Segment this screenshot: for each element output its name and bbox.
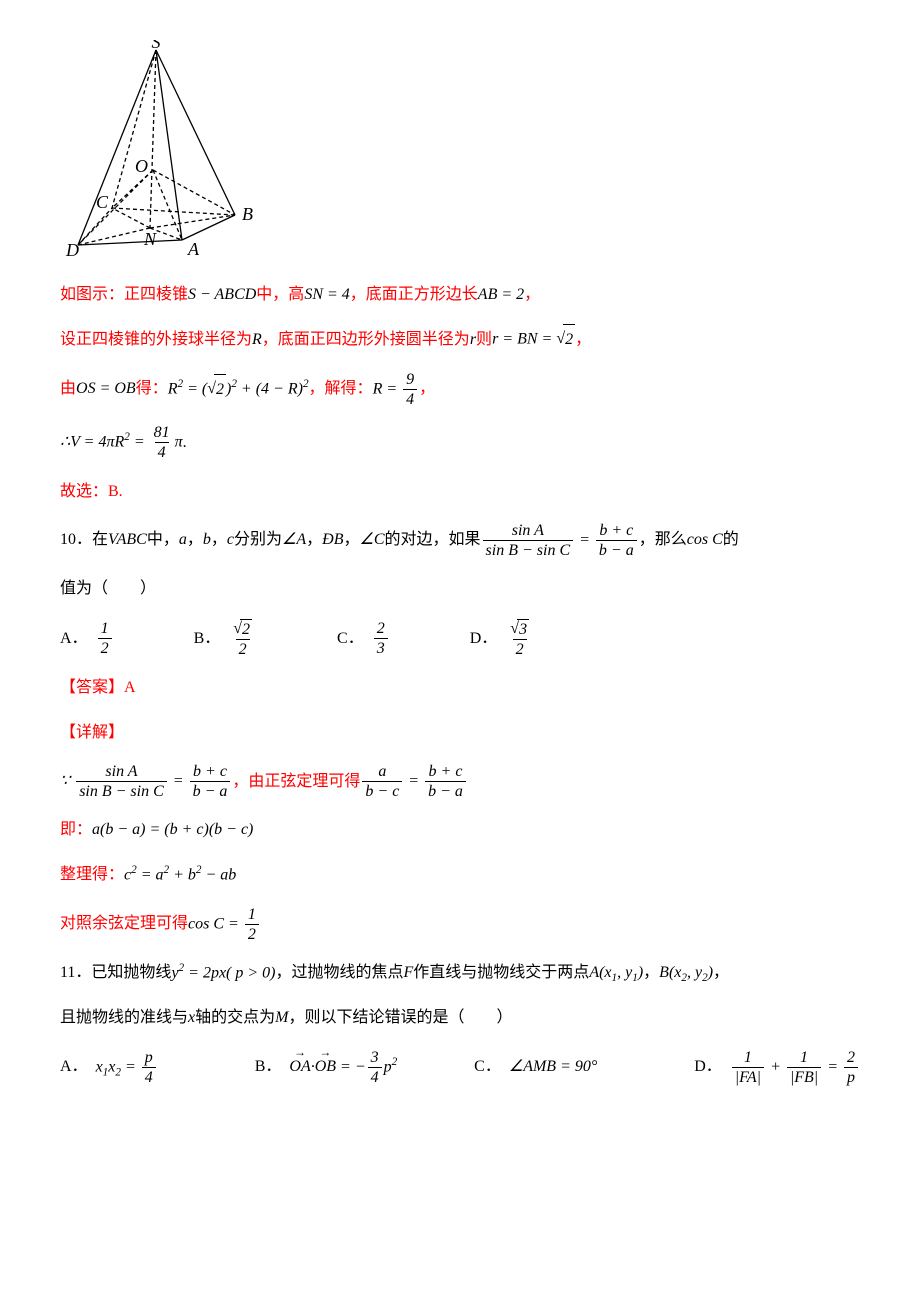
q11-stem-line2: 且抛物线的准线与 x 轴的交点为 M ，则以下结论错误的是（ ）: [60, 1003, 860, 1033]
expr: M: [275, 1003, 288, 1033]
expr: VABC: [108, 525, 147, 555]
label-O: O: [135, 156, 148, 176]
expr: ÐB: [322, 525, 343, 555]
expr: c: [227, 525, 234, 555]
q9-choice: 故选：B.: [60, 477, 860, 507]
q10-option-a: A． 12: [60, 619, 114, 658]
expr: A(x1, y1): [589, 958, 643, 989]
expr: b: [203, 525, 211, 555]
expr: R = 94: [373, 370, 420, 409]
expr: a: [179, 525, 187, 555]
label-S: S: [152, 40, 161, 52]
pyramid-figure: S A B C D N O: [60, 40, 860, 260]
q10-sol-s4: 对照余弦定理可得 cos C = 12: [60, 905, 860, 944]
q9-sol-line2: 设正四棱锥的外接球半径为 R ，底面正四边形外接圆半径为 r 则 r = BN …: [60, 324, 860, 355]
q10-option-c: C． 23: [337, 619, 390, 658]
expr: a(b − a) = (b + c)(b − c): [92, 815, 253, 845]
expr: S − ABCD: [188, 280, 256, 310]
expr: sin Asin B − sin C = b + cb − a: [481, 521, 639, 560]
q10-option-b: B． 22: [194, 619, 257, 660]
label-A: A: [187, 239, 200, 259]
label-D: D: [65, 240, 79, 260]
q10-stem-line1: 10． 在 VABC 中， a ， b ， c 分别为 ∠A ， ÐB ， ∠C…: [60, 521, 860, 560]
q10-detail-label: 【详解】: [60, 718, 860, 748]
q11-option-c: C． ∠AMB = 90°: [474, 1052, 597, 1082]
expr: R: [252, 325, 262, 355]
expr: F: [404, 958, 414, 988]
q10-stem-line2: 值为（ ）: [60, 574, 860, 604]
q10-sol-s1: ∵ sin Asin B − sin C = b + cb − a ，由正弦定理…: [60, 762, 860, 801]
q9-sol-line3: 由 OS = OB 得： R2 = (2)2 + (4 − R)2 ，解得： R…: [60, 370, 860, 409]
q11-option-d: D． 1|FA| + 1|FB| = 2p: [694, 1048, 860, 1087]
q11-option-b: B． OA·OB = −34p2: [255, 1048, 398, 1087]
expr: cos C = 12: [188, 905, 261, 944]
expr: c2 = a2 + b2 − ab: [124, 860, 236, 891]
expr: ∴V = 4πR2 = 814π: [60, 423, 183, 462]
expr: AB = 2: [478, 280, 524, 310]
q10-sol-s2: 即： a(b − a) = (b + c)(b − c): [60, 815, 860, 845]
expr: ∠C: [360, 525, 385, 555]
q11-options: A． x1x2 = p4 B． OA·OB = −34p2 C． ∠AMB = …: [60, 1048, 860, 1087]
expr: SN = 4: [304, 280, 349, 310]
expr: x: [188, 1003, 195, 1033]
q10-options: A． 12 B． 22 C． 23 D． 32: [60, 619, 860, 660]
q10-sol-s3: 整理得： c2 = a2 + b2 − ab: [60, 860, 860, 891]
q9-sol-line4: ∴V = 4πR2 = 814π .: [60, 423, 860, 462]
expr: R2 = (2)2 + (4 − R)2: [168, 374, 309, 405]
expr: r = BN = 2: [492, 324, 575, 355]
expr: ∠A: [282, 525, 306, 555]
expr: OS = OB: [76, 374, 136, 404]
label-N: N: [143, 229, 157, 249]
label-C: C: [96, 192, 109, 212]
expr: y2 = 2px( p > 0): [171, 958, 275, 989]
expr: cos C: [687, 525, 723, 555]
expr: ab − c = b + cb − a: [360, 762, 468, 801]
expr: ∵ sin Asin B − sin C = b + cb − a: [60, 762, 232, 801]
label-B: B: [242, 204, 253, 224]
q10-option-d: D． 32: [470, 619, 534, 660]
q10-answer: 【答案】A: [60, 673, 860, 703]
q9-sol-line1: 如图示：正四棱锥 S − ABCD 中，高 SN = 4 ，底面正方形边长 AB…: [60, 280, 860, 310]
q11-option-a: A． x1x2 = p4: [60, 1048, 158, 1087]
q11-stem-line1: 11． 已知抛物线 y2 = 2px( p > 0) ，过抛物线的焦点 F 作直…: [60, 958, 860, 989]
expr: B(x2, y2): [659, 958, 713, 989]
